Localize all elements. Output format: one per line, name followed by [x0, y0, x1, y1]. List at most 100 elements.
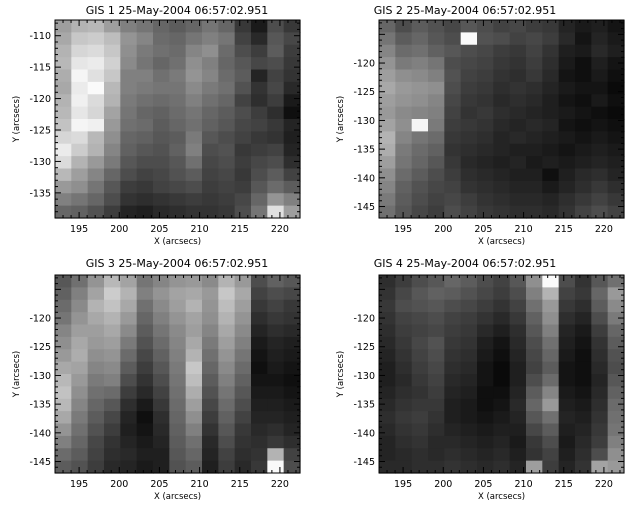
heatmap-cell — [202, 20, 219, 33]
plot-frame — [54, 274, 301, 474]
heatmap-cell — [251, 386, 268, 400]
heatmap-cell — [136, 435, 154, 449]
heatmap-cell — [234, 374, 252, 387]
heatmap-cell — [395, 411, 413, 425]
heatmap-cell — [87, 411, 105, 425]
heatmap-cell — [526, 57, 543, 71]
heatmap-cell — [267, 69, 285, 83]
heatmap-cell — [136, 131, 154, 145]
heatmap-cell — [55, 44, 72, 58]
heatmap-cell — [558, 386, 576, 400]
heatmap-cell — [251, 44, 268, 58]
heatmap-cell — [477, 386, 494, 400]
heatmap-cell — [136, 20, 154, 33]
heatmap-cell — [379, 448, 396, 462]
y-tick-label: -120 — [29, 94, 51, 105]
heatmap-cell — [542, 324, 560, 338]
heatmap-cell — [251, 448, 268, 462]
heatmap-cell — [185, 57, 203, 71]
heatmap-cell — [379, 156, 396, 170]
heatmap-cell — [542, 131, 560, 145]
heatmap-cell — [251, 20, 268, 33]
heatmap-cell — [379, 20, 396, 33]
heatmap-cell — [153, 299, 170, 313]
y-tick-label: -140 — [29, 428, 51, 439]
heatmap-cell — [169, 180, 187, 194]
heatmap-cell — [379, 275, 396, 288]
heatmap-cell — [104, 411, 121, 425]
panel-gis-2: GIS 2 25-May-2004 06:57:02.951 195 200 2… — [336, 4, 625, 247]
heatmap-cell — [267, 57, 285, 71]
heatmap-cell — [104, 20, 121, 33]
heatmap-cell — [428, 398, 445, 412]
heatmap-cell — [251, 324, 268, 338]
heatmap-cell — [169, 205, 187, 219]
heatmap-cell — [267, 349, 285, 363]
heatmap-cell — [542, 57, 560, 71]
heatmap-cell — [542, 312, 560, 326]
heatmap-cell — [169, 143, 187, 157]
heatmap-cell — [185, 44, 203, 58]
y-axis-label: Y (arcsecs) — [12, 351, 22, 398]
heatmap-cell — [120, 349, 138, 363]
heatmap-cell — [104, 44, 121, 58]
heatmap-cell — [460, 435, 478, 449]
heatmap-cell — [251, 361, 268, 375]
heatmap-cell — [218, 94, 236, 108]
heatmap-cell — [526, 275, 543, 288]
heatmap-cell — [55, 361, 72, 375]
heatmap-cell — [218, 168, 236, 182]
heatmap-cell — [607, 324, 625, 338]
heatmap-cell — [169, 448, 187, 462]
x-tick-label: 215 — [555, 479, 573, 490]
heatmap-cell — [444, 44, 462, 58]
heatmap-cell — [87, 275, 105, 288]
heatmap-cell — [477, 81, 494, 95]
heatmap-cell — [169, 81, 187, 95]
heatmap-cell — [379, 143, 396, 157]
heatmap-cell — [120, 94, 138, 108]
x-tick-label: 205 — [150, 224, 168, 235]
heatmap-cell — [283, 299, 301, 313]
heatmap-cell — [591, 448, 609, 462]
heatmap-cell — [558, 460, 576, 474]
heatmap-cell — [607, 168, 625, 182]
heatmap-cell — [460, 349, 478, 363]
heatmap-cell — [460, 143, 478, 157]
heatmap-cell — [379, 324, 396, 338]
heatmap-cell — [234, 131, 252, 145]
heatmap-cell — [509, 275, 527, 288]
heatmap-cell — [575, 411, 592, 425]
heatmap-cell — [526, 143, 543, 157]
heatmap-cell — [444, 423, 462, 437]
heatmap-cell — [55, 106, 72, 120]
heatmap-cell — [120, 205, 138, 219]
heatmap-cell — [509, 168, 527, 182]
x-tick-label: 215 — [555, 224, 573, 235]
heatmap-cell — [153, 386, 170, 400]
heatmap-cell — [136, 69, 154, 83]
heatmap-cell — [575, 119, 592, 132]
heatmap-cells — [379, 275, 625, 474]
heatmap-cell — [169, 32, 187, 46]
heatmap-cell — [411, 299, 429, 313]
heatmap-cell — [477, 299, 494, 313]
heatmap-cell — [120, 336, 138, 350]
heatmap-cell — [202, 32, 219, 46]
x-tick-label: 195 — [70, 479, 88, 490]
heatmap-cell — [169, 312, 187, 326]
x-tick-label: 215 — [231, 224, 249, 235]
heatmap-cell — [153, 156, 170, 170]
heatmap-cell — [202, 168, 219, 182]
heatmap-cell — [251, 374, 268, 387]
heatmap-cell — [71, 168, 89, 182]
heatmap-cell — [493, 81, 511, 95]
heatmap-cell — [251, 94, 268, 108]
heatmap-cell — [234, 336, 252, 350]
heatmap-cell — [202, 423, 219, 437]
heatmap-cell — [428, 57, 445, 71]
heatmap-cell — [267, 448, 285, 462]
heatmap-cell — [234, 156, 252, 170]
heatmap-cell — [460, 180, 478, 194]
heatmap-cell — [185, 287, 203, 301]
